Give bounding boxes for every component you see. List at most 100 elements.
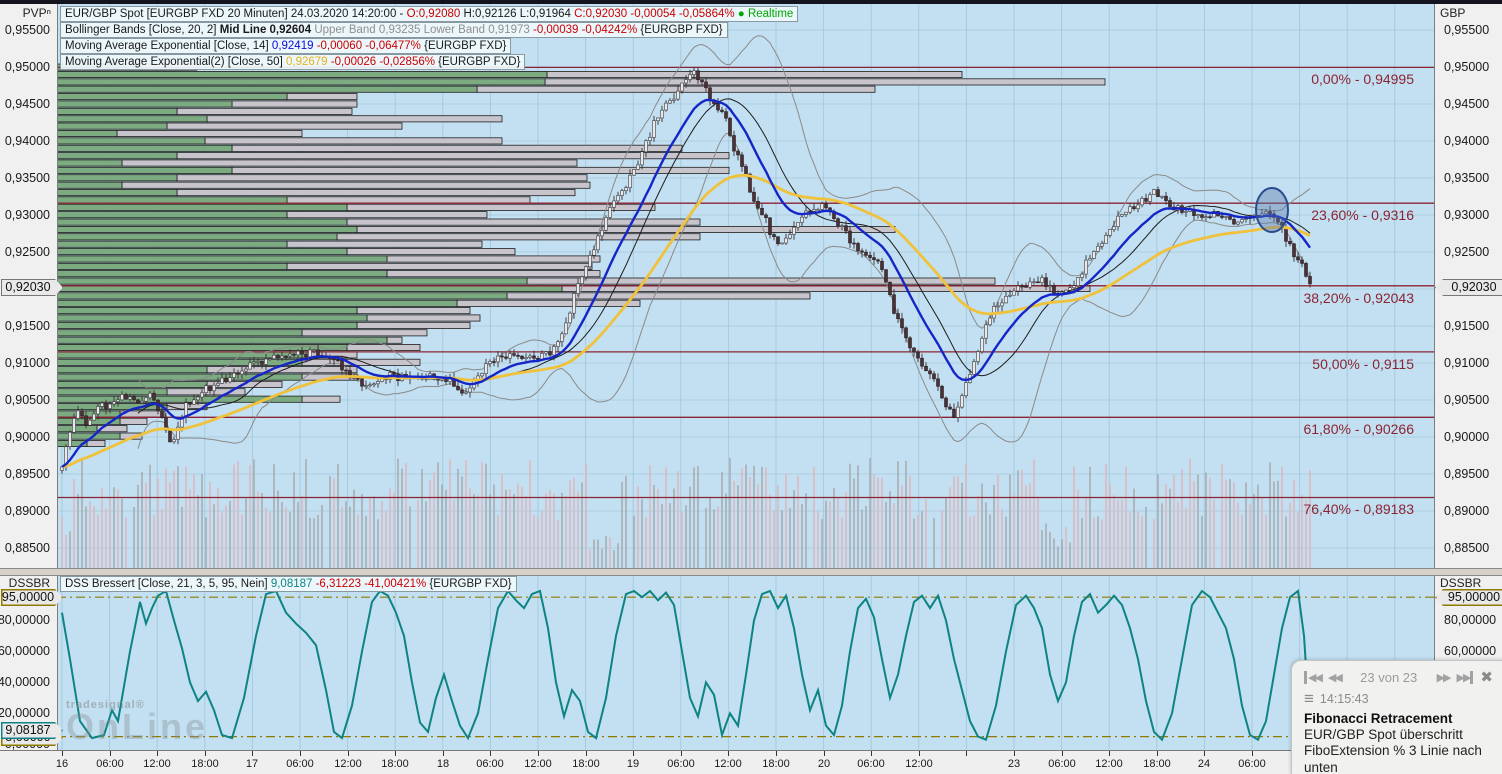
dss-line: [61, 589, 1311, 742]
time-tick-mark: [62, 751, 63, 756]
time-tick-mark: [1204, 751, 1205, 756]
instrument-header-line: EUR/GBP Spot [EURGBP FXD 20 Minuten] 24.…: [60, 6, 799, 22]
header-segment: 9,08187: [270, 578, 316, 590]
price-tick-label: 0,93500: [1444, 171, 1490, 185]
time-tick-mark: [490, 751, 491, 756]
header-segment: 0,92679: [285, 56, 331, 68]
dss-tick-label: 80,00000: [0, 613, 50, 627]
price-tick-label: 0,91500: [1444, 319, 1490, 333]
time-tick-label: 18: [436, 758, 450, 770]
time-tick-mark: [395, 751, 396, 756]
header-segment: -6,31223 -41,00421%: [315, 578, 430, 590]
time-tick-mark: [776, 751, 777, 756]
right-price-axis[interactable]: GBP DSSBR 0,95500 0,95000 0,94500 0,94000 0,…: [1434, 4, 1502, 751]
time-tick-label: 06:00: [476, 758, 504, 770]
time-tick-mark: [110, 751, 111, 756]
previous-alert-button[interactable]: ◀◀: [1327, 671, 1343, 684]
price-tick-label: 0,93000: [4, 208, 50, 222]
alert-title: Fibonacci Retracement: [1304, 711, 1453, 726]
watermark-brand-text: tradesignal®: [66, 699, 145, 711]
left-axis-header: PVPⁿ: [22, 6, 51, 20]
price-tick-label: 0,88500: [1444, 541, 1490, 555]
time-axis[interactable]: 16 06:00 12:00 18:00 17 06:00 12:00 18:00 18 06:0…: [0, 750, 1502, 774]
notification-nav-bar: ◀◀ ◀◀ 23 von 23 ▶▶ ▶▶ ✖: [1292, 661, 1502, 687]
last-alert-button[interactable]: ▶▶: [1457, 670, 1474, 684]
price-tick-label: 0,94500: [1444, 97, 1490, 111]
price-tick-label: 0,94000: [4, 134, 50, 148]
header-segment: {EURGBP FXD}: [424, 40, 507, 52]
dss-tick-label: 40,00000: [0, 675, 50, 689]
alert-timestamp: 14:15:43: [1319, 692, 1369, 706]
dss-value-tag: 9,08187: [1, 722, 63, 739]
price-tick-label: 0,91500: [4, 319, 50, 333]
price-tick-label: 0,89000: [4, 504, 50, 518]
price-tick-label: 0,91000: [4, 356, 50, 370]
price-tick-label: 0,93500: [4, 171, 50, 185]
time-tick-label: 23: [1007, 758, 1021, 770]
time-tick-mark: [1252, 751, 1253, 756]
time-tick-mark: [919, 751, 920, 756]
time-tick-mark: [538, 751, 539, 756]
header-segment: -0,00039 -0,04242%: [532, 24, 641, 36]
time-tick-mark: [1014, 751, 1015, 756]
first-alert-button[interactable]: ◀◀: [1304, 670, 1323, 684]
fibonacci-level-label: 50,00% - 0,9115: [1312, 356, 1414, 372]
volume-bars: [61, 458, 1311, 568]
left-price-axis[interactable]: PVPⁿ DSSBR 0,95500 0,95000 0,94500 0,94000 0…: [0, 4, 58, 751]
time-tick-label: 18:00: [1143, 758, 1171, 770]
dss-upper-band-tag: 95,00000: [1435, 589, 1502, 606]
alert-counter: 23 von 23: [1360, 669, 1418, 685]
menu-icon[interactable]: ≡: [1304, 689, 1314, 708]
dss-indicator: [57, 589, 1434, 742]
header-segment: Moving Average Exponential(2) [Close, 50…: [65, 56, 286, 68]
header-segment: Mid Line 0,92604: [219, 24, 315, 36]
time-tick-mark: [586, 751, 587, 756]
time-tick-mark: [348, 751, 349, 756]
time-tick-mark: [633, 751, 634, 756]
fibonacci-level-label: 23,60% - 0,9316: [1311, 207, 1414, 223]
price-tick-label: 0,88500: [4, 541, 50, 555]
bollinger-header-line: Bollinger Bands [Close, 20, 2] Mid Line …: [60, 22, 728, 38]
ema50-header-line: Moving Average Exponential(2) [Close, 50…: [60, 54, 526, 70]
header-segment: ● Realtime: [737, 8, 794, 20]
price-tick-label: 0,89500: [4, 467, 50, 481]
notification-meta-row: ≡ 14:15:43: [1292, 687, 1502, 708]
ema14-line: [61, 98, 1311, 468]
price-tick-label: 0,90500: [1444, 393, 1490, 407]
time-tick-mark: [252, 751, 253, 756]
time-tick-mark: [1109, 751, 1110, 756]
price-tick-label: 0,95000: [1444, 60, 1490, 74]
time-tick-label: 12:00: [1095, 758, 1123, 770]
time-tick-label: 06:00: [857, 758, 885, 770]
fibonacci-level-label: 38,20% - 0,92043: [1303, 290, 1414, 306]
price-tick-label: 0,89500: [1444, 467, 1490, 481]
price-tick-label: 0,90000: [1444, 430, 1490, 444]
header-segment: Moving Average Exponential [Close, 14]: [65, 40, 272, 52]
volume-profile: [57, 63, 1106, 447]
time-tick-mark: [1062, 751, 1063, 756]
price-tick-label: 0,93000: [1444, 208, 1490, 222]
fibonacci-level-label: 61,80% - 0,90266: [1303, 421, 1414, 437]
next-alert-button[interactable]: ▶▶: [1436, 671, 1452, 684]
dss-header-line: DSS Bressert [Close, 21, 3, 5, 95, Nein]…: [60, 576, 517, 592]
close-notification-icon[interactable]: ✖: [1480, 669, 1493, 686]
time-tick-mark: [300, 751, 301, 756]
time-tick-label: 19: [626, 758, 640, 770]
ema14-header-line: Moving Average Exponential [Close, 14] 0…: [60, 38, 512, 54]
time-tick-label: 18:00: [191, 758, 219, 770]
price-tick-label: 0,95500: [1444, 23, 1490, 37]
time-tick-label: 06:00: [667, 758, 695, 770]
time-tick-mark: [681, 751, 682, 756]
header-segment: EUR/GBP Spot [EURGBP FXD 20 Minuten] 24.…: [65, 8, 407, 20]
time-tick-mark: [1157, 751, 1158, 756]
panel-divider[interactable]: [0, 568, 1502, 576]
time-tick-mark: [728, 751, 729, 756]
time-tick-label: 18:00: [572, 758, 600, 770]
header-segment: O:0,92080: [406, 8, 464, 20]
header-segment: {EURGBP FXD}: [438, 56, 521, 68]
price-tick-label: 0,89000: [1444, 504, 1490, 518]
price-marker-tag: 0,92030: [1435, 279, 1502, 296]
dss-upper-band-tag: 95,00000: [1, 589, 63, 606]
